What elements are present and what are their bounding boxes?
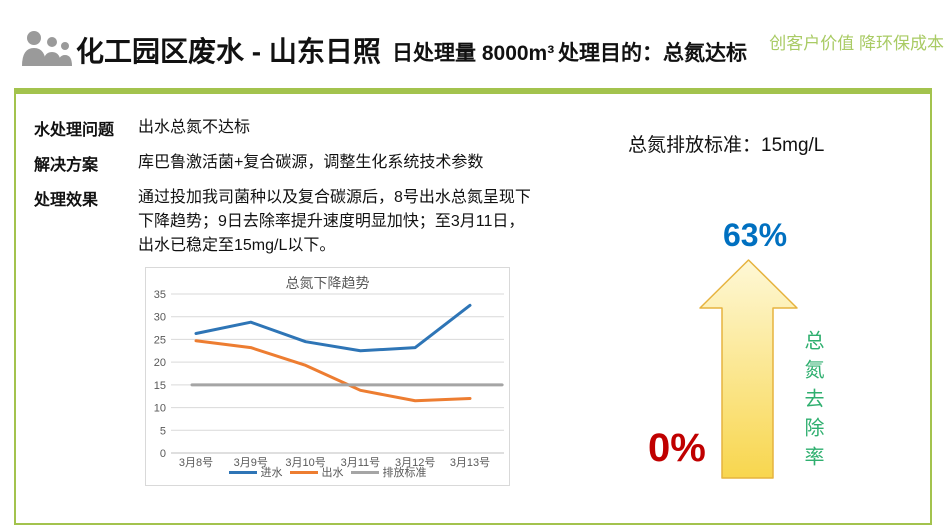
svg-text:3月13号: 3月13号 — [450, 456, 490, 469]
discharge-standard-note: 总氮排放标准：15mg/L — [628, 135, 825, 156]
legend-label: 进水 — [260, 467, 283, 479]
svg-text:15: 15 — [154, 380, 166, 392]
svg-text:10: 10 — [154, 403, 166, 415]
chart-legend: 进水 出水 排放标准 — [146, 464, 509, 480]
svg-text:5: 5 — [160, 425, 166, 437]
svg-text:3月12号: 3月12号 — [395, 456, 435, 469]
legend-label: 出水 — [321, 467, 344, 479]
info-value: 库巴鲁激活菌+复合碳源，调整生化系统技术参数 — [138, 154, 484, 171]
info-value: 出水总氮不达标 — [138, 119, 251, 136]
info-row-effect: 处理效果 通过投加我司菌种以及复合碳源后，8号出水总氮呈现下 下降趋势；9日去除… — [34, 186, 594, 258]
removal-top-percent: 63% — [722, 217, 788, 253]
legend-item: 进水 — [228, 464, 283, 480]
svg-text:3月9号: 3月9号 — [234, 456, 268, 469]
legend-swatch — [228, 470, 257, 474]
svg-text:30: 30 — [154, 312, 166, 324]
svg-text:3月10号: 3月10号 — [285, 456, 325, 469]
info-rows: 水处理问题 出水总氮不达标 解决方案 库巴鲁激活菌+复合碳源，调整生化系统技术参… — [34, 116, 594, 269]
svg-text:0: 0 — [160, 448, 166, 460]
up-arrow-icon — [699, 259, 798, 479]
info-row-problem: 水处理问题 出水总氮不达标 — [34, 116, 594, 140]
slogan-text: 创客户价值 降环保成本 — [769, 34, 944, 53]
info-value: 通过投加我司菌种以及复合碳源后，8号出水总氮呈现下 下降趋势；9日去除率提升速度… — [138, 189, 531, 254]
treatment-purpose-text: 处理目的：总氮达标 — [558, 42, 747, 65]
chart-plot-area: 0 5 10 15 20 25 30 35 3月8号 3月9号 3月10号 3月11号 3月12号 3月1… — [154, 289, 504, 469]
svg-text:20: 20 — [154, 357, 166, 369]
info-label: 处理效果 — [34, 192, 99, 209]
info-row-solution: 解决方案 库巴鲁激活菌+复合碳源，调整生化系统技术参数 — [34, 151, 594, 175]
line-chart: 总氮下降趋势 0 5 10 15 20 25 30 35 3月8号 3月9号 3月10号 3月11号 3… — [145, 267, 510, 486]
legend-item: 排放标准 — [350, 464, 427, 480]
svg-text:3月8号: 3月8号 — [179, 456, 213, 469]
legend-swatch — [289, 470, 318, 474]
svg-text:25: 25 — [154, 334, 166, 346]
page-title: 化工园区废水 - 山东日照 — [76, 36, 381, 67]
legend-swatch — [350, 470, 379, 474]
removal-rate-label: 总氮去除率 — [801, 330, 823, 475]
info-label: 解决方案 — [34, 157, 99, 174]
chart-title: 总氮下降趋势 — [285, 275, 370, 291]
daily-capacity-text: 日处理量 8000m³ — [392, 42, 555, 65]
svg-text:3月11号: 3月11号 — [341, 456, 381, 469]
legend-label: 排放标准 — [382, 467, 427, 479]
legend-item: 出水 — [289, 464, 344, 480]
content-panel: 水处理问题 出水总氮不达标 解决方案 库巴鲁激活菌+复合碳源，调整生化系统技术参… — [14, 88, 932, 525]
svg-text:35: 35 — [154, 289, 166, 301]
people-group-icon — [22, 30, 74, 71]
removal-bottom-percent: 0% — [648, 426, 706, 470]
info-label: 水处理问题 — [34, 122, 115, 139]
